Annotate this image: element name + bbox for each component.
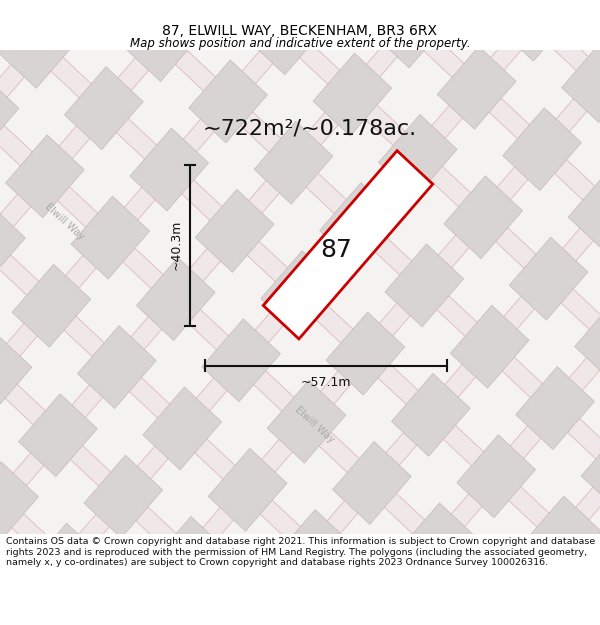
Polygon shape bbox=[149, 516, 228, 599]
Polygon shape bbox=[260, 251, 340, 334]
Polygon shape bbox=[0, 332, 32, 415]
Polygon shape bbox=[298, 0, 600, 206]
Text: Contains OS data © Crown copyright and database right 2021. This information is : Contains OS data © Crown copyright and d… bbox=[6, 538, 595, 568]
Polygon shape bbox=[448, 351, 600, 625]
Polygon shape bbox=[77, 326, 156, 409]
Polygon shape bbox=[0, 0, 152, 234]
Polygon shape bbox=[143, 387, 221, 470]
Polygon shape bbox=[0, 203, 25, 286]
Polygon shape bbox=[444, 176, 523, 259]
Polygon shape bbox=[339, 571, 418, 625]
Polygon shape bbox=[581, 428, 600, 511]
Polygon shape bbox=[58, 0, 137, 20]
Polygon shape bbox=[263, 151, 433, 339]
Polygon shape bbox=[56, 0, 600, 625]
Polygon shape bbox=[64, 67, 143, 149]
Polygon shape bbox=[383, 289, 600, 625]
Polygon shape bbox=[516, 367, 595, 449]
Polygon shape bbox=[195, 189, 274, 272]
Polygon shape bbox=[568, 169, 600, 252]
Polygon shape bbox=[0, 174, 479, 625]
Polygon shape bbox=[208, 448, 287, 531]
Polygon shape bbox=[587, 558, 600, 625]
Polygon shape bbox=[0, 38, 597, 625]
Polygon shape bbox=[332, 441, 411, 524]
Polygon shape bbox=[84, 455, 163, 538]
Polygon shape bbox=[0, 0, 13, 27]
Polygon shape bbox=[12, 264, 91, 347]
Polygon shape bbox=[0, 447, 244, 625]
Polygon shape bbox=[254, 121, 333, 204]
Polygon shape bbox=[202, 319, 280, 402]
Polygon shape bbox=[451, 306, 529, 388]
Polygon shape bbox=[317, 228, 600, 625]
Polygon shape bbox=[121, 0, 600, 410]
Text: Elwill Way: Elwill Way bbox=[43, 202, 86, 242]
Polygon shape bbox=[0, 0, 348, 418]
Polygon shape bbox=[182, 0, 261, 13]
Polygon shape bbox=[503, 107, 581, 191]
Polygon shape bbox=[124, 0, 202, 81]
Polygon shape bbox=[189, 60, 268, 143]
Polygon shape bbox=[0, 106, 538, 625]
Polygon shape bbox=[0, 591, 45, 625]
Polygon shape bbox=[0, 0, 479, 540]
Polygon shape bbox=[248, 0, 326, 75]
Polygon shape bbox=[307, 0, 385, 7]
Polygon shape bbox=[0, 0, 544, 601]
Polygon shape bbox=[239, 0, 600, 274]
Polygon shape bbox=[463, 564, 542, 625]
Polygon shape bbox=[25, 523, 104, 606]
Text: Map shows position and indicative extent of the property.: Map shows position and indicative extent… bbox=[130, 38, 470, 51]
Polygon shape bbox=[457, 435, 536, 518]
Polygon shape bbox=[267, 380, 346, 463]
Polygon shape bbox=[385, 244, 464, 327]
Polygon shape bbox=[320, 182, 398, 266]
Polygon shape bbox=[121, 44, 600, 625]
Polygon shape bbox=[313, 53, 392, 136]
Polygon shape bbox=[19, 394, 97, 477]
Text: ~57.1m: ~57.1m bbox=[301, 376, 351, 389]
Polygon shape bbox=[0, 242, 421, 625]
Polygon shape bbox=[398, 503, 476, 586]
Polygon shape bbox=[0, 0, 413, 479]
Polygon shape bbox=[437, 46, 516, 129]
Polygon shape bbox=[509, 238, 588, 320]
Polygon shape bbox=[379, 114, 457, 198]
Polygon shape bbox=[0, 74, 19, 156]
Polygon shape bbox=[5, 135, 84, 218]
Polygon shape bbox=[252, 167, 600, 625]
Polygon shape bbox=[0, 0, 217, 295]
Polygon shape bbox=[187, 106, 600, 625]
Text: 87: 87 bbox=[320, 238, 352, 262]
Polygon shape bbox=[0, 50, 600, 534]
Polygon shape bbox=[130, 128, 209, 211]
Polygon shape bbox=[326, 312, 405, 395]
Polygon shape bbox=[3, 0, 600, 546]
Text: ~40.3m: ~40.3m bbox=[170, 220, 182, 271]
Text: Elwill Way: Elwill Way bbox=[293, 405, 337, 445]
Polygon shape bbox=[136, 258, 215, 341]
Polygon shape bbox=[575, 299, 600, 381]
Polygon shape bbox=[0, 6, 78, 88]
Polygon shape bbox=[0, 462, 38, 545]
Text: ~722m²/~0.178ac.: ~722m²/~0.178ac. bbox=[203, 118, 417, 138]
Polygon shape bbox=[356, 0, 600, 138]
Polygon shape bbox=[71, 196, 149, 279]
Polygon shape bbox=[274, 509, 352, 592]
Polygon shape bbox=[0, 311, 361, 625]
Polygon shape bbox=[391, 374, 470, 456]
Text: 87, ELWILL WAY, BECKENHAM, BR3 6RX: 87, ELWILL WAY, BECKENHAM, BR3 6RX bbox=[163, 24, 437, 38]
Polygon shape bbox=[91, 584, 169, 625]
Polygon shape bbox=[496, 0, 575, 61]
Polygon shape bbox=[215, 578, 293, 625]
Polygon shape bbox=[372, 0, 451, 68]
Polygon shape bbox=[0, 0, 283, 356]
Polygon shape bbox=[0, 379, 302, 625]
